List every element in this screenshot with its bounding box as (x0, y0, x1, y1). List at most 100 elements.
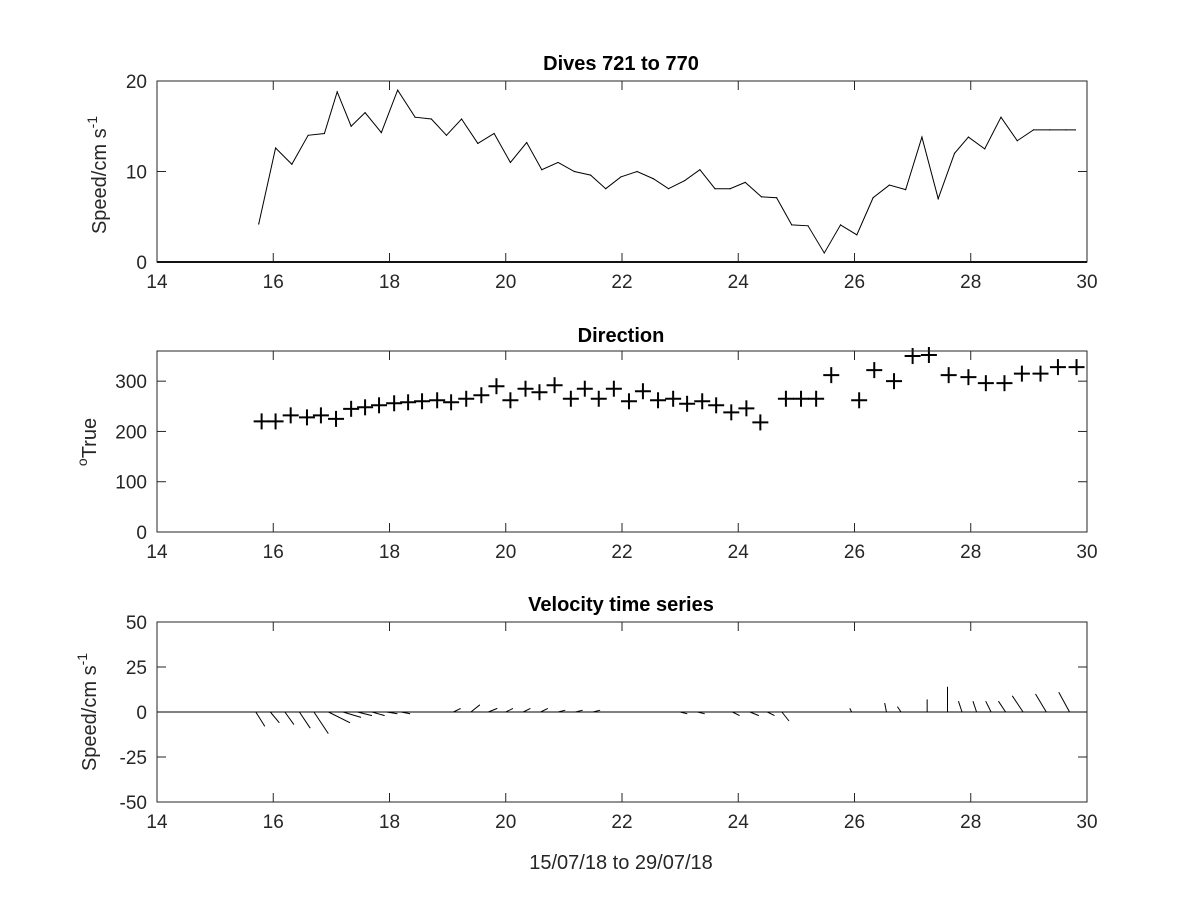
direction-marker (253, 413, 270, 430)
velocity-y-tick-label: -50 (120, 793, 147, 814)
velocity-stick (540, 707, 549, 713)
velocity-y-tick-label: 50 (126, 613, 147, 634)
speed-x-tick-label: 26 (844, 272, 865, 293)
direction-marker (357, 399, 374, 416)
velocity-stick (505, 707, 514, 713)
speed-point (776, 197, 778, 199)
speed-point (397, 89, 399, 91)
speed-point (291, 163, 293, 165)
speed-x-tick-label: 16 (263, 272, 284, 293)
direction-y-tick-label: 300 (115, 372, 147, 393)
direction-marker (546, 377, 563, 394)
direction-marker (443, 394, 460, 411)
velocity-stick (453, 707, 461, 713)
velocity-stick (298, 711, 311, 729)
velocity-y-axis-label: Speed/cm s-1 (74, 653, 101, 771)
velocity-stick (575, 709, 583, 713)
direction-x-tick-label: 22 (611, 542, 632, 563)
direction-marker (851, 392, 868, 409)
velocity-stick (592, 709, 601, 713)
speed-point (807, 225, 809, 227)
speed-point (336, 91, 338, 93)
direction-marker (1013, 365, 1030, 382)
speed-y-axis-label-superscript: -1 (84, 116, 100, 129)
velocity-stick (470, 704, 481, 713)
velocity-stick (488, 707, 498, 713)
direction-plot-frame (156, 350, 1088, 533)
direction-marker (414, 393, 431, 410)
speed-point (667, 188, 670, 190)
direction-marker (634, 383, 651, 400)
direction-marker (531, 384, 548, 401)
direction-marker (996, 375, 1013, 392)
speed-point (350, 125, 352, 127)
speed-point (526, 141, 528, 144)
speed-panel: Dives 721 to 770 Speed/cm s-1 14 16 18 20 22… (84, 53, 1098, 293)
direction-marker (576, 380, 593, 397)
speed-x-tick-label: 20 (495, 272, 516, 293)
direction-marker (679, 395, 696, 412)
direction-marker (665, 390, 682, 407)
velocity-y-tick-label: -25 (120, 748, 147, 769)
direction-marker (1049, 359, 1066, 376)
speed-point (744, 181, 746, 183)
speed-x-tick-label: 14 (146, 272, 168, 293)
direction-marker (312, 407, 329, 424)
velocity-stick (522, 707, 531, 713)
direction-y-tick-label: 100 (115, 473, 147, 494)
speed-point (1049, 129, 1051, 131)
speed-point (636, 170, 638, 173)
velocity-x-tick-label: 30 (1076, 812, 1097, 833)
speed-point (839, 224, 842, 226)
velocity-x-tick-label: 26 (844, 812, 865, 833)
speed-point (445, 134, 448, 136)
direction-marker (488, 378, 505, 395)
direction-marker (605, 380, 622, 397)
speed-point (258, 223, 260, 225)
speed-point (477, 142, 479, 145)
direction-marker (590, 390, 607, 407)
direction-y-axis-label-prefix: o (74, 458, 90, 466)
speed-x-tick-label: 28 (960, 272, 981, 293)
speed-y-tick-label: 20 (126, 72, 147, 93)
svg-text:Speed/cm s-1: Speed/cm s-1 (84, 116, 111, 234)
direction-marker (458, 390, 475, 407)
x-axis-label: 15/07/18 to 29/07/18 (529, 852, 713, 874)
velocity-stick (357, 711, 373, 717)
speed-x-tick-label: 24 (728, 272, 750, 293)
velocity-stick (557, 709, 566, 713)
velocity-stick (1058, 691, 1071, 713)
velocity-stick (401, 711, 411, 715)
svg-text:Speed/cm s-1: Speed/cm s-1 (74, 653, 101, 771)
velocity-x-tick-label: 18 (379, 812, 400, 833)
velocity-stick (371, 711, 385, 717)
speed-point (1016, 140, 1018, 142)
velocity-y-tick-label: 25 (126, 658, 147, 679)
speed-x-tick-label: 22 (611, 272, 632, 293)
speed-point (888, 184, 890, 186)
speed-point (856, 234, 858, 236)
speed-point (823, 252, 825, 254)
direction-marker (282, 407, 299, 424)
velocity-stick (328, 711, 351, 724)
direction-marker (738, 400, 755, 417)
direction-marker (473, 387, 490, 404)
velocity-stick (697, 711, 705, 715)
speed-point (699, 169, 701, 171)
velocity-stick (749, 711, 760, 717)
speed-point (509, 161, 511, 164)
velocity-panel: Velocity time series Speed/cm s-1 14 16 18… (74, 594, 1098, 833)
direction-marker (960, 369, 977, 386)
speed-point (791, 224, 793, 226)
direction-marker (866, 362, 883, 379)
speed-y-tick-label: 10 (126, 163, 147, 184)
direction-x-tick-label: 30 (1076, 542, 1097, 563)
direction-marker (777, 390, 794, 407)
direction-y-axis-label: oTrue (74, 418, 101, 466)
velocity-stick (998, 700, 1007, 713)
velocity-stick (896, 706, 902, 713)
velocity-stick (255, 711, 266, 727)
direction-marker (400, 394, 417, 411)
speed-point (714, 188, 716, 190)
direction-marker (886, 373, 903, 390)
